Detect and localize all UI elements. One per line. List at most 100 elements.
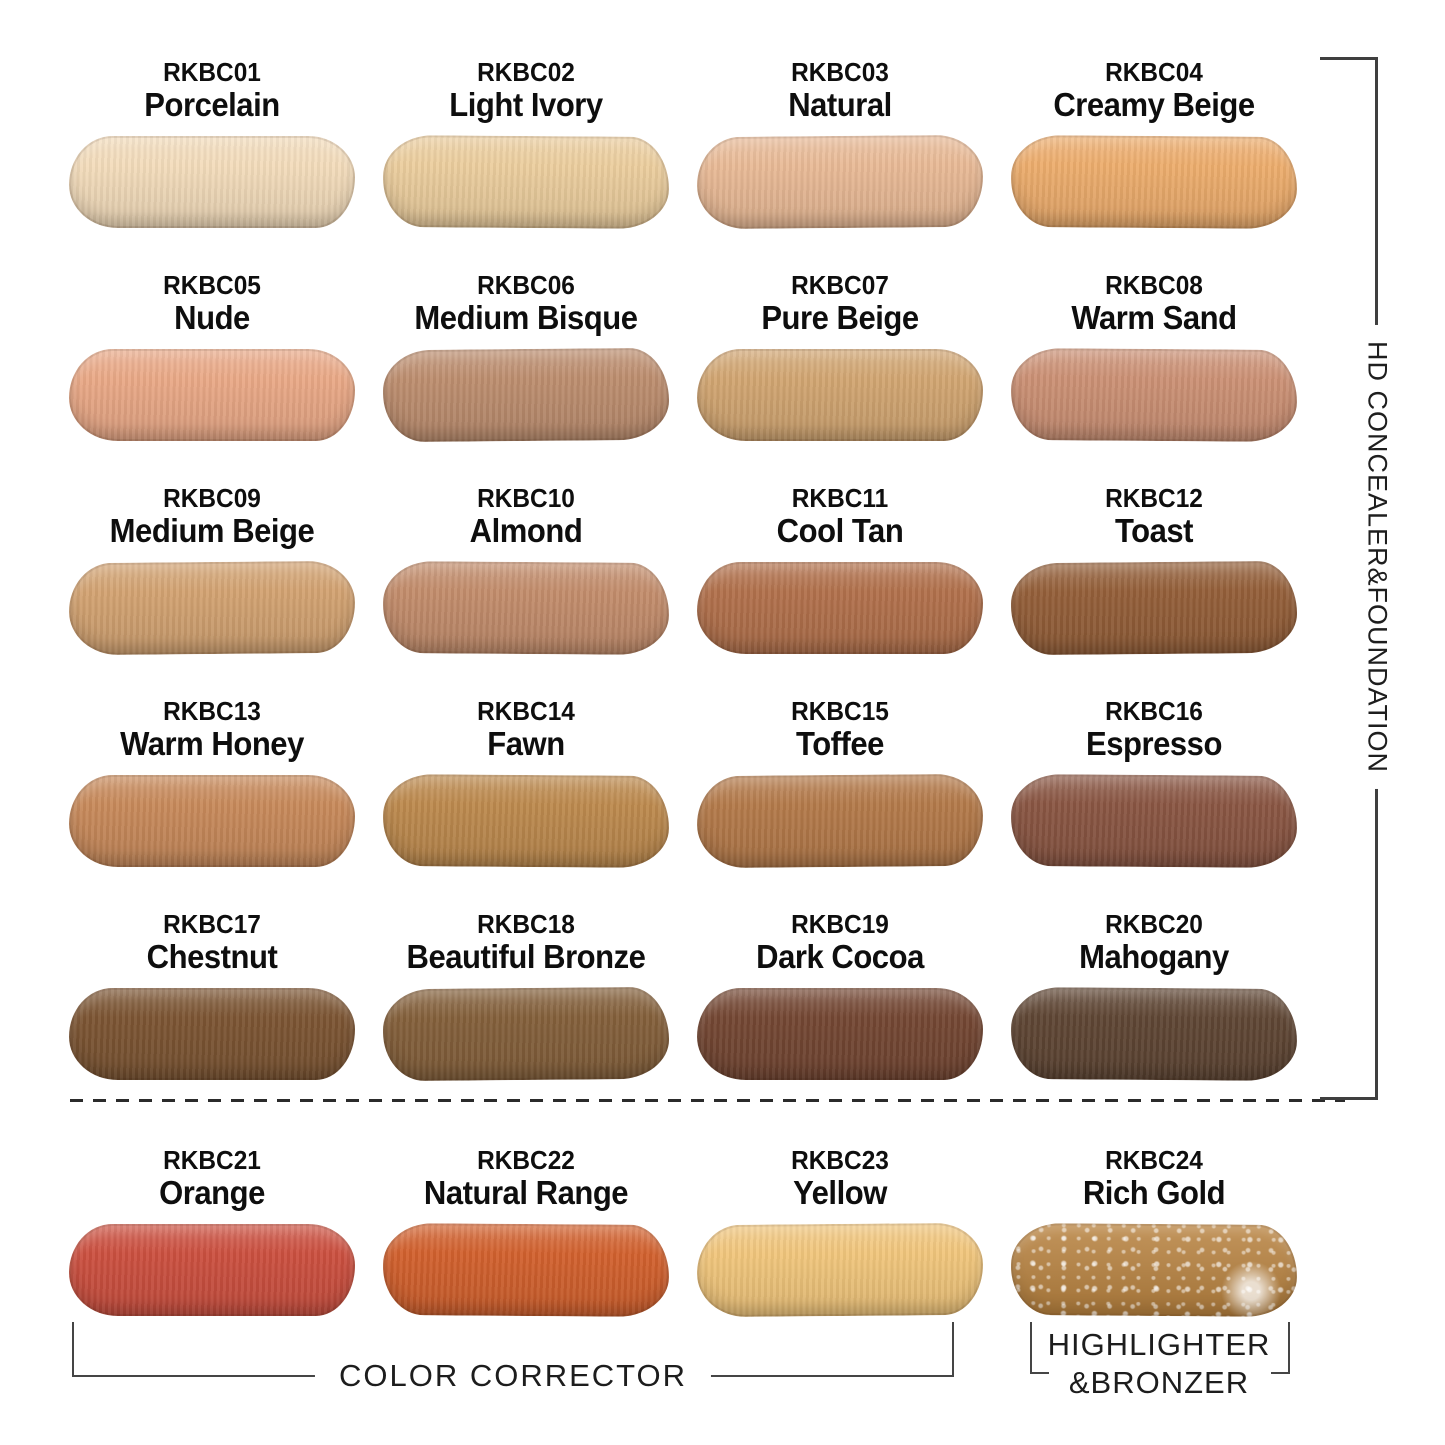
color-corrector-bracket-tick-right: [952, 1322, 954, 1377]
shade-cell: RKBC18 Beautiful Bronze: [369, 892, 683, 1105]
shade-swatch: [68, 560, 356, 656]
shade-swatch: [1010, 348, 1298, 442]
shade-swatch: [382, 774, 670, 868]
shade-cell: RKBC12 Toast: [997, 466, 1311, 679]
shade-name: Medium Beige: [109, 512, 315, 549]
shade-cell: RKBC19 Dark Cocoa: [683, 892, 997, 1105]
shade-cell: RKBC07 Pure Beige: [683, 253, 997, 466]
shade-code: RKBC15: [791, 696, 889, 726]
shade-swatch: [69, 988, 355, 1080]
shade-cell: RKBC03 Natural: [683, 40, 997, 253]
highlighter-bronzer-label: HIGHLIGHTER &BRONZER: [1048, 1326, 1271, 1402]
shade-code: RKBC03: [791, 57, 889, 87]
highlighter-bracket-corner-left: [1030, 1322, 1049, 1374]
shade-code: RKBC24: [1105, 1145, 1203, 1175]
shade-swatch: [697, 988, 983, 1080]
shade-grid-bottom: RKBC21 Orange RKBC22 Natural Range RKBC2…: [55, 1128, 1311, 1341]
shade-name: Toast: [1114, 512, 1194, 549]
shade-code: RKBC07: [791, 270, 889, 300]
shade-cell: RKBC01 Porcelain: [55, 40, 369, 253]
highlighter-bracket-corner-right: [1271, 1322, 1290, 1374]
shade-swatch: [1010, 987, 1298, 1081]
shade-cell: RKBC08 Warm Sand: [997, 253, 1311, 466]
shade-name: Cool Tan: [776, 512, 904, 549]
shade-swatch: [696, 134, 984, 230]
shade-name: Porcelain: [144, 86, 280, 123]
shade-name: Warm Sand: [1071, 299, 1237, 336]
shade-grid-main: RKBC01 Porcelain RKBC02 Light Ivory RKBC…: [55, 40, 1311, 1105]
shade-cell: RKBC24 Rich Gold: [997, 1128, 1311, 1341]
shade-name: Yellow: [793, 1174, 887, 1211]
right-bracket-label: HD CONCEALER&FOUNDATION: [1357, 324, 1397, 790]
shade-name: Toffee: [796, 725, 884, 762]
shade-swatch: [1010, 774, 1298, 868]
shade-name: Chestnut: [146, 938, 278, 975]
shade-cell: RKBC15 Toffee: [683, 679, 997, 892]
shade-name: Dark Cocoa: [756, 938, 924, 975]
shade-cell: RKBC20 Mahogany: [997, 892, 1311, 1105]
shade-code: RKBC18: [477, 909, 575, 939]
shade-code: RKBC10: [477, 483, 575, 513]
shade-swatch: [1010, 560, 1298, 656]
shade-name: Natural Range: [423, 1174, 629, 1211]
shade-name: Natural: [788, 86, 892, 123]
shade-name: Creamy Beige: [1053, 86, 1255, 123]
shade-name: Pure Beige: [761, 299, 919, 336]
shade-code: RKBC22: [477, 1145, 575, 1175]
shade-name: Orange: [159, 1174, 265, 1211]
shade-swatch: [697, 349, 983, 441]
shade-cell: RKBC04 Creamy Beige: [997, 40, 1311, 253]
shade-cell: RKBC09 Medium Beige: [55, 466, 369, 679]
right-bracket-tick-bottom: [1320, 1097, 1378, 1100]
shade-cell: RKBC11 Cool Tan: [683, 466, 997, 679]
shade-cell: RKBC05 Nude: [55, 253, 369, 466]
shade-swatch: [69, 136, 355, 228]
shade-code: RKBC04: [1105, 57, 1203, 87]
shade-swatch: [382, 347, 670, 443]
highlighter-label-line2: &BRONZER: [1068, 1365, 1250, 1400]
shade-swatch: [1010, 1223, 1298, 1317]
shade-code: RKBC01: [163, 57, 261, 87]
shade-code: RKBC06: [477, 270, 575, 300]
shade-name: Warm Honey: [120, 725, 304, 762]
shade-cell: RKBC17 Chestnut: [55, 892, 369, 1105]
shade-swatch: [69, 349, 355, 441]
shade-cell: RKBC06 Medium Bisque: [369, 253, 683, 466]
shade-code: RKBC09: [163, 483, 261, 513]
shade-code: RKBC23: [791, 1145, 889, 1175]
shade-cell: RKBC21 Orange: [55, 1128, 369, 1341]
shade-name: Mahogany: [1079, 938, 1229, 975]
shade-cell: RKBC14 Fawn: [369, 679, 683, 892]
shade-name: Light Ivory: [449, 86, 603, 123]
color-corrector-label: COLOR CORRECTOR: [314, 1356, 712, 1396]
shade-swatch: [382, 561, 670, 655]
shade-code: RKBC05: [163, 270, 261, 300]
shade-cell: RKBC16 Espresso: [997, 679, 1311, 892]
shade-name: Nude: [174, 299, 250, 336]
shade-swatch: [697, 562, 983, 654]
shade-cell: RKBC10 Almond: [369, 466, 683, 679]
shade-swatch: [69, 775, 355, 867]
shade-code: RKBC21: [163, 1145, 261, 1175]
shade-name: Espresso: [1086, 725, 1222, 762]
shade-swatch: [382, 1223, 670, 1317]
shade-name: Medium Bisque: [414, 299, 638, 336]
dashed-divider: [70, 1099, 1345, 1102]
shade-cell: RKBC02 Light Ivory: [369, 40, 683, 253]
highlighter-label-line1: HIGHLIGHTER: [1047, 1327, 1271, 1362]
right-bracket-tick-top: [1320, 57, 1378, 60]
shade-name: Fawn: [487, 725, 565, 762]
shade-code: RKBC12: [1105, 483, 1203, 513]
shade-name: Beautiful Bronze: [406, 938, 646, 975]
shade-code: RKBC02: [477, 57, 575, 87]
shade-swatch: [1010, 135, 1298, 229]
shade-code: RKBC19: [791, 909, 889, 939]
shade-code: RKBC16: [1105, 696, 1203, 726]
shade-cell: RKBC23 Yellow: [683, 1128, 997, 1341]
shade-name: Almond: [469, 512, 583, 549]
shade-swatch: [382, 986, 670, 1082]
shade-code: RKBC17: [163, 909, 261, 939]
shade-code: RKBC13: [163, 696, 261, 726]
shade-cell: RKBC13 Warm Honey: [55, 679, 369, 892]
